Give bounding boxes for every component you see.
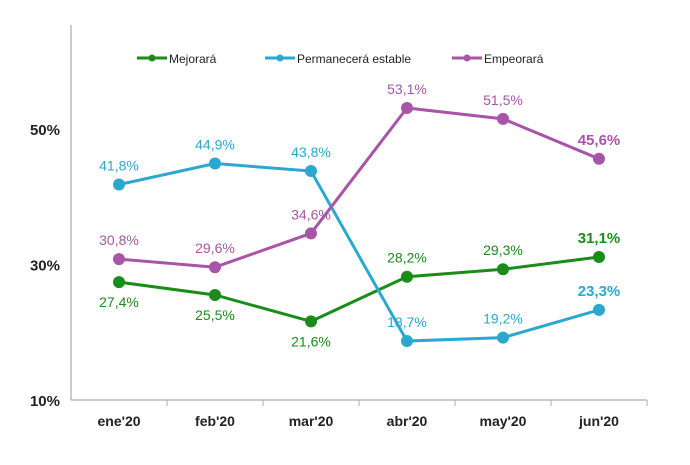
- data-point: [113, 253, 125, 266]
- data-label: 28,2%: [387, 250, 427, 266]
- y-tick-label: 50%: [30, 122, 60, 139]
- data-label: 53,1%: [387, 81, 427, 97]
- data-label: 25,5%: [195, 307, 235, 323]
- data-label: 18,7%: [387, 314, 427, 330]
- data-label: 51,5%: [483, 92, 523, 108]
- x-tick-label: mar'20: [289, 413, 334, 429]
- x-tick-label: ene'20: [97, 413, 140, 429]
- data-label: 29,3%: [483, 242, 523, 258]
- data-point: [305, 227, 317, 240]
- data-point: [305, 315, 317, 328]
- data-label: 27,4%: [99, 294, 139, 310]
- data-label: 43,8%: [291, 144, 331, 160]
- x-tick-label: jun'20: [578, 413, 619, 429]
- legend-label: Permanecerá estable: [297, 52, 411, 66]
- legend-marker: [148, 54, 156, 62]
- data-point: [497, 331, 509, 344]
- data-point: [401, 270, 413, 283]
- data-point: [113, 178, 125, 191]
- data-point: [593, 251, 605, 264]
- data-point: [305, 165, 317, 178]
- data-point: [209, 288, 221, 301]
- data-label: 41,8%: [99, 158, 139, 174]
- data-point: [593, 303, 605, 316]
- y-tick-label: 30%: [30, 258, 60, 275]
- x-tick-label: abr'20: [387, 413, 428, 429]
- data-label: 31,1%: [578, 230, 621, 247]
- data-label: 30,8%: [99, 232, 139, 248]
- data-label: 44,9%: [195, 137, 235, 153]
- data-point: [497, 263, 509, 276]
- legend-label: Mejorará: [169, 52, 217, 66]
- data-label: 45,6%: [578, 132, 621, 149]
- data-point: [113, 276, 125, 289]
- data-label: 29,6%: [195, 240, 235, 256]
- data-point: [209, 157, 221, 170]
- data-point: [593, 152, 605, 165]
- x-tick-label: feb'20: [195, 413, 235, 429]
- data-label: 19,2%: [483, 311, 523, 327]
- series-line-1: [118, 162, 600, 343]
- data-label: 34,6%: [291, 206, 331, 222]
- series-line-0: [118, 255, 600, 324]
- legend-marker: [463, 54, 471, 62]
- series-line-2: [118, 106, 600, 269]
- data-label: 21,6%: [291, 333, 331, 349]
- legend-marker: [276, 54, 284, 62]
- data-point: [401, 335, 413, 348]
- data-point: [497, 112, 509, 125]
- data-point: [401, 101, 413, 114]
- x-tick-label: may'20: [480, 413, 527, 429]
- data-point: [209, 261, 221, 274]
- legend-label: Empeorará: [484, 52, 544, 66]
- data-label: 23,3%: [578, 283, 621, 300]
- y-tick-label: 10%: [30, 393, 60, 410]
